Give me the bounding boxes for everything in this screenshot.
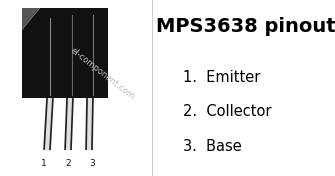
Polygon shape — [22, 8, 40, 30]
Text: 3: 3 — [89, 159, 95, 168]
Text: 1: 1 — [41, 159, 47, 168]
Text: MPS3638 pinout: MPS3638 pinout — [156, 17, 335, 36]
Text: 1.  Emitter: 1. Emitter — [183, 70, 260, 85]
Text: 2.  Collector: 2. Collector — [183, 104, 271, 119]
Text: 2: 2 — [65, 159, 71, 168]
Polygon shape — [22, 8, 108, 98]
Text: el-component.com: el-component.com — [68, 46, 136, 102]
Text: 3.  Base: 3. Base — [183, 139, 241, 154]
